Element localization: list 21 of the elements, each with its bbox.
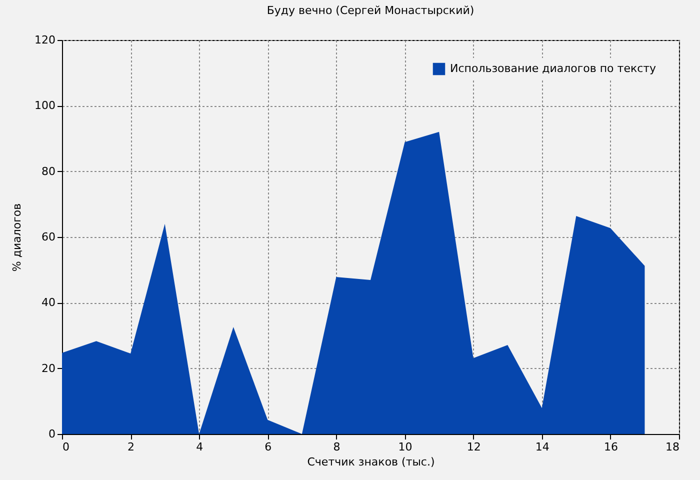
x-axis-title: Счетчик знаков (тыс.) [307, 456, 435, 468]
x-tick-label: 4 [196, 440, 204, 454]
y-tick-label: 0 [48, 428, 56, 440]
x-tick-label: 10 [398, 440, 412, 454]
x-tick-label: 14 [535, 440, 550, 454]
y-tick-label: 60 [42, 230, 56, 244]
x-tick-label: 0 [62, 440, 70, 454]
x-tick-label: 6 [264, 440, 272, 454]
x-tick-label: 12 [466, 440, 481, 454]
chart-title: Буду вечно (Сергей Монастырский) [266, 4, 474, 17]
y-tick-label: 20 [42, 362, 56, 375]
x-tick-label: 2 [128, 440, 135, 454]
x-tick-label: 8 [333, 440, 340, 454]
y-tick-label: 80 [42, 164, 56, 178]
x-tick-label: 16 [604, 440, 618, 454]
legend-label: Использование диалогов по тексту [450, 62, 657, 75]
y-tick-label: 120 [34, 34, 56, 46]
y-tick-label: 40 [42, 296, 56, 310]
x-tick-label: 18 [666, 440, 680, 454]
y-tick-label: 100 [34, 99, 56, 112]
y-axis-title: % диалогов [10, 203, 24, 272]
